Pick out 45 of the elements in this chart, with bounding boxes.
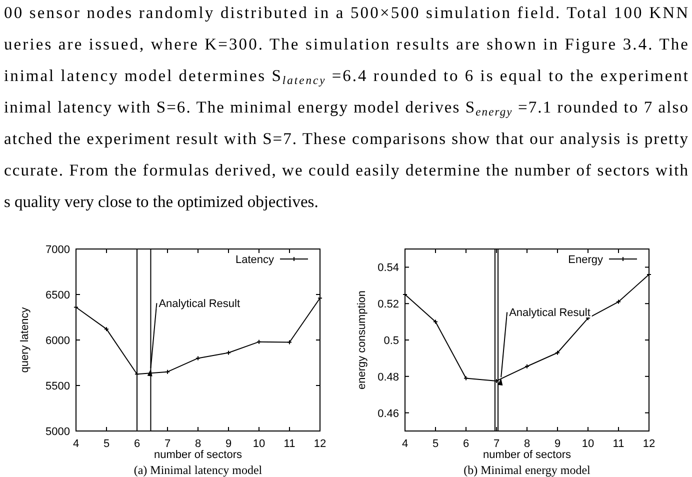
text: 00 sensor nodes randomly distributed in a 500×500 simulation field. Total 100 KNN — [4, 3, 688, 22]
x-tick-label: 7 — [164, 438, 171, 450]
y-tick-label: 0.5 — [384, 335, 399, 347]
x-tick-label: 5 — [103, 438, 110, 450]
x-tick-label: 12 — [314, 438, 326, 450]
x-tick-label: 12 — [642, 438, 656, 450]
x-tick-label: 6 — [134, 438, 140, 450]
x-tick-label: 10 — [252, 438, 266, 450]
text: (a) Minimal latency model — [134, 463, 263, 477]
text: ccurate. From the formulas derived, we could easily determine the number of sectors with — [4, 160, 689, 180]
text: inimal latency model determines S$_{latency}$ =6.4 rounded to 6 is equal to the experiment — [4, 66, 688, 87]
x-tick-label: 4 — [72, 438, 80, 450]
legend-label: Latency — [235, 254, 274, 266]
text: s quality very close to the optimized objectives. — [4, 192, 318, 211]
x-tick-label: 8 — [194, 438, 202, 450]
x-tick-label: 9 — [225, 438, 232, 450]
x-tick-label: 8 — [524, 438, 530, 450]
y-tick-label: 6000 — [46, 335, 70, 347]
text: ueries are issued, where K=300. The simulation results are shown in Figure 3.4. The — [4, 34, 688, 54]
x-tick-label: 4 — [402, 438, 408, 450]
x-tick-label: 10 — [582, 438, 594, 450]
x-tick-label: 9 — [554, 438, 561, 450]
y-tick-label: 6500 — [46, 290, 70, 302]
y-tick-label: 0.46 — [378, 408, 399, 420]
annotation: Analytical Result — [158, 298, 240, 310]
y-tick-label: 5500 — [46, 380, 70, 392]
x-tick-label: 11 — [284, 438, 296, 450]
x-tick-label: 5 — [432, 438, 439, 450]
y-axis-title: energy consumption — [356, 290, 368, 390]
x-axis-title: number of sectors — [154, 449, 243, 461]
text: atched the experiment result with S=7. These comparisons show that our analysis is pretty — [4, 129, 689, 148]
x-tick-label: 11 — [612, 438, 624, 450]
y-tick-label: 0.52 — [378, 298, 399, 311]
y-tick-label: 0.48 — [378, 371, 399, 384]
y-tick-label: 5000 — [46, 426, 70, 438]
y-tick-label: 7000 — [46, 244, 70, 256]
y-tick-label: 0.54 — [378, 262, 399, 274]
annotation: Analytical Result — [509, 307, 590, 320]
x-axis-title: number of sectors — [482, 449, 572, 461]
y-axis-title: query latency — [19, 306, 31, 373]
x-tick-label: 6 — [462, 438, 470, 450]
text: inimal latency with S=6. The minimal energy model derives S$_{energy}$ =7.1 rounded to 7 also — [4, 98, 688, 118]
legend-label: Energy — [568, 254, 604, 266]
x-tick-label: 7 — [493, 438, 500, 450]
text: (b) Minimal energy model — [464, 463, 592, 477]
